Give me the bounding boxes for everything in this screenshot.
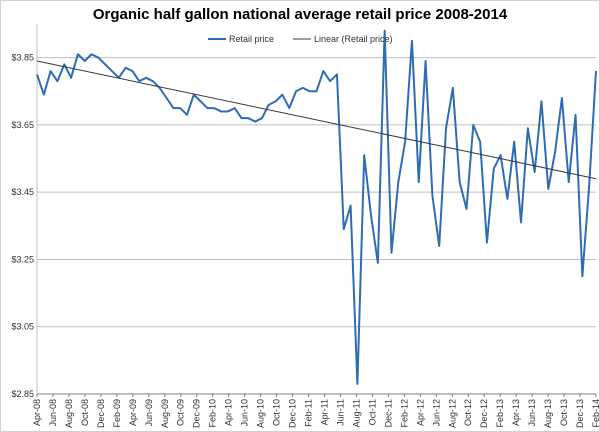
y-tick-label: $3.85 [11, 53, 34, 63]
x-tick-label: Jun-12 [431, 399, 441, 427]
x-tick-label: Dec-13 [575, 399, 585, 428]
series-retail-price-line [36, 29, 597, 385]
x-tick-label: Apr-12 [415, 399, 425, 426]
x-tick-label: Apr-13 [511, 399, 521, 426]
x-tick-label: Feb-12 [399, 399, 409, 428]
x-tick-label: Feb-09 [112, 399, 122, 428]
x-tick-label: Aug-09 [160, 399, 170, 428]
x-tick-label: Apr-08 [32, 399, 42, 426]
legend: Retail price Linear (Retail price) [208, 34, 393, 44]
legend-label-linear-trend: Linear (Retail price) [314, 34, 393, 44]
x-tick-label: Oct-12 [463, 399, 473, 426]
x-tick-label: Jun-11 [335, 399, 345, 426]
chart-title: Organic half gallon national average ret… [92, 6, 508, 23]
x-tick-label: Aug-11 [351, 399, 361, 427]
y-tick-label: $2.85 [11, 389, 34, 399]
x-tick-label: Oct-13 [559, 399, 569, 426]
x-tick-label: Dec-09 [192, 399, 202, 428]
x-tick-label: Feb-10 [208, 399, 218, 428]
y-tick-label: $3.05 [11, 322, 34, 332]
x-tick-label: Apr-11 [319, 399, 329, 425]
x-tick-label: Dec-10 [288, 399, 298, 428]
x-tick-label: Aug-13 [543, 399, 553, 428]
series-linear-trend-line [36, 60, 597, 180]
x-tick-label: Oct-10 [272, 399, 282, 426]
gridlines [36, 24, 596, 395]
y-tick-label: $3.45 [11, 187, 34, 197]
x-tick-label: Aug-08 [64, 399, 74, 428]
x-tick-label: Dec-12 [479, 399, 489, 428]
x-tick-label: Feb-14 [591, 399, 600, 428]
y-axis-ticks: $2.85 $3.05 $3.25 $3.45 $3.65 $3.85 [11, 53, 34, 399]
y-tick-label: $3.65 [11, 120, 34, 130]
x-tick-label: Jun-10 [240, 399, 250, 427]
legend-label-retail-price: Retail price [229, 34, 274, 44]
x-tick-label: Dec-08 [96, 399, 106, 428]
x-tick-label: Oct-09 [176, 399, 186, 426]
x-tick-label: Apr-10 [224, 399, 234, 426]
x-tick-label: Aug-12 [447, 399, 457, 428]
x-tick-label: Apr-09 [128, 399, 138, 426]
x-axis-ticks: Apr-08 Jun-08 Aug-08 Oct-08 Dec-08 Feb-09 Apr-… [32, 394, 600, 428]
x-tick-label: Jun-08 [48, 399, 58, 427]
y-tick-label: $3.25 [11, 254, 34, 264]
series-lines [36, 29, 597, 385]
x-tick-label: Aug-10 [256, 399, 266, 428]
x-tick-label: Jun-13 [527, 399, 537, 427]
x-tick-label: Feb-11 [304, 399, 314, 427]
x-tick-label: Feb-13 [495, 399, 505, 428]
x-tick-label: Jun-09 [144, 399, 154, 427]
x-tick-label: Dec-11 [383, 399, 393, 427]
x-tick-label: Oct-08 [80, 399, 90, 426]
x-tick-label: Oct-11 [367, 399, 377, 425]
